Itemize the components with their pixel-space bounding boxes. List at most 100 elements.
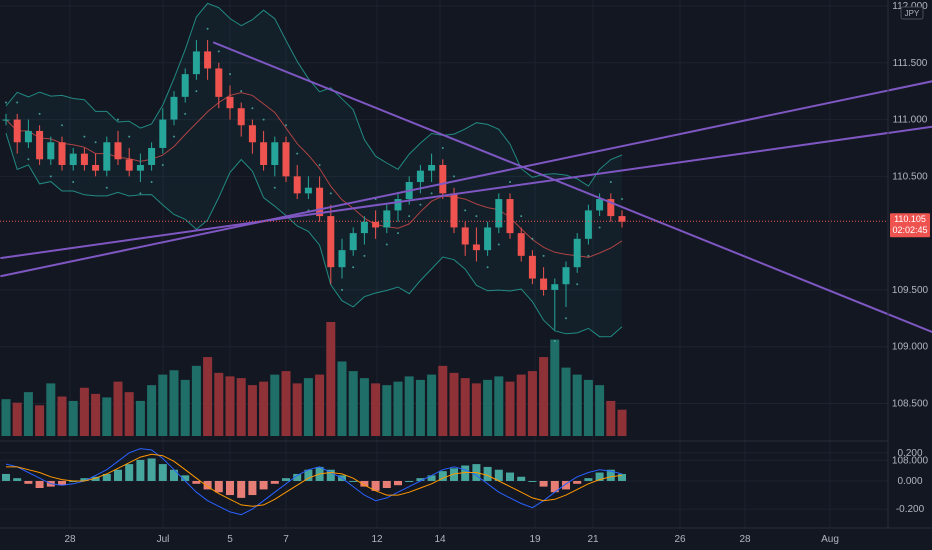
- histogram-bar: [24, 480, 33, 484]
- currency-label: JPY: [905, 9, 920, 18]
- candle-body: [103, 142, 111, 171]
- histogram-bar: [595, 472, 604, 481]
- sar-dot: [621, 198, 623, 201]
- sar-dot: [240, 90, 243, 93]
- candle-body: [495, 199, 503, 228]
- candle: [450, 187, 458, 234]
- volume-bar: [169, 370, 179, 436]
- sar-dot: [509, 181, 511, 184]
- candle: [282, 136, 290, 183]
- candle: [349, 227, 357, 256]
- candle: [528, 250, 536, 285]
- volume-bar: [91, 393, 101, 436]
- sar-dot: [161, 163, 164, 166]
- volume-bar: [393, 381, 403, 436]
- candle-body: [215, 68, 223, 97]
- last-price-tag: 110.105 02:02:45: [890, 213, 930, 238]
- sar-dot: [61, 124, 63, 127]
- volume-bar: [124, 392, 134, 436]
- histogram-bar: [562, 480, 570, 490]
- sar-dot: [173, 135, 175, 138]
- volume-bar: [113, 381, 123, 436]
- parabolic-sar-dots: [5, 27, 623, 343]
- candle: [24, 119, 32, 148]
- candle: [36, 125, 44, 165]
- volume-bar: [191, 365, 201, 436]
- sar-dot: [385, 243, 388, 246]
- sar-dot: [598, 226, 601, 229]
- histogram-bar: [114, 469, 122, 481]
- candle: [484, 221, 492, 256]
- candle: [103, 136, 111, 177]
- candle-body: [170, 96, 178, 120]
- volume-bar: [236, 378, 246, 436]
- date-tick-label: 7: [283, 534, 289, 545]
- candle: [428, 153, 436, 183]
- volume-bar: [68, 400, 78, 436]
- volume-bar: [79, 387, 89, 436]
- candle-body: [24, 130, 32, 143]
- histogram-bar: [181, 475, 190, 481]
- candle-body: [69, 153, 77, 165]
- candle: [394, 193, 402, 222]
- candle: [58, 136, 66, 171]
- histogram-bar: [539, 480, 548, 487]
- candle: [495, 193, 503, 234]
- sar-dot: [441, 146, 444, 149]
- sar-dot: [262, 118, 265, 121]
- candle: [360, 216, 368, 245]
- sar-dot: [184, 112, 187, 115]
- histogram-bar: [461, 465, 470, 481]
- histogram-bar: [382, 480, 391, 489]
- candle: [114, 130, 122, 165]
- currency-badge-box: [900, 6, 924, 20]
- sar-dot: [49, 175, 52, 178]
- volume-bar: [527, 371, 537, 436]
- candle-body: [439, 164, 447, 194]
- histogram-bar: [226, 480, 234, 496]
- sar-dot: [352, 266, 355, 269]
- upper-band-line: [5, 2, 623, 187]
- sar-dot: [565, 317, 567, 320]
- sar-dot: [318, 163, 321, 166]
- trend-lines[interactable]: [0, 41, 932, 378]
- sar-dot: [5, 101, 7, 104]
- candle: [125, 147, 133, 177]
- candle: [159, 108, 167, 154]
- sar-dot: [229, 73, 231, 76]
- volume-bar: [415, 379, 425, 436]
- date-tick-label: 5: [227, 534, 233, 545]
- sar-dot: [486, 266, 489, 269]
- histogram-bar: [405, 480, 414, 482]
- histogram-bar: [349, 480, 358, 482]
- volume-bar: [247, 385, 257, 436]
- candle: [148, 142, 156, 171]
- histogram-bar: [438, 471, 447, 481]
- candle-body: [327, 216, 335, 268]
- candle: [316, 176, 324, 222]
- date-tick-label: 21: [587, 534, 599, 545]
- candle-body: [506, 199, 514, 234]
- sar-dot: [497, 243, 500, 246]
- volume-bar: [214, 372, 224, 436]
- price-tick-label: 108.500: [892, 398, 929, 409]
- candle-body: [360, 221, 368, 234]
- volume-bar: [516, 374, 526, 436]
- candle: [226, 85, 234, 120]
- volume-bar: [102, 397, 112, 436]
- candles[interactable]: [2, 40, 626, 330]
- candle: [461, 221, 469, 256]
- histogram-bar: [304, 469, 313, 481]
- volume-bar: [595, 385, 605, 436]
- histogram-bar: [147, 458, 156, 481]
- candle: [383, 204, 391, 234]
- price-tick-label: 108.000: [892, 455, 929, 466]
- grid: [0, 0, 888, 528]
- sar-dot: [464, 209, 467, 212]
- candle-body: [47, 142, 55, 160]
- histogram-bar: [573, 480, 582, 484]
- sar-dot: [397, 232, 399, 235]
- histogram-bar: [394, 480, 402, 486]
